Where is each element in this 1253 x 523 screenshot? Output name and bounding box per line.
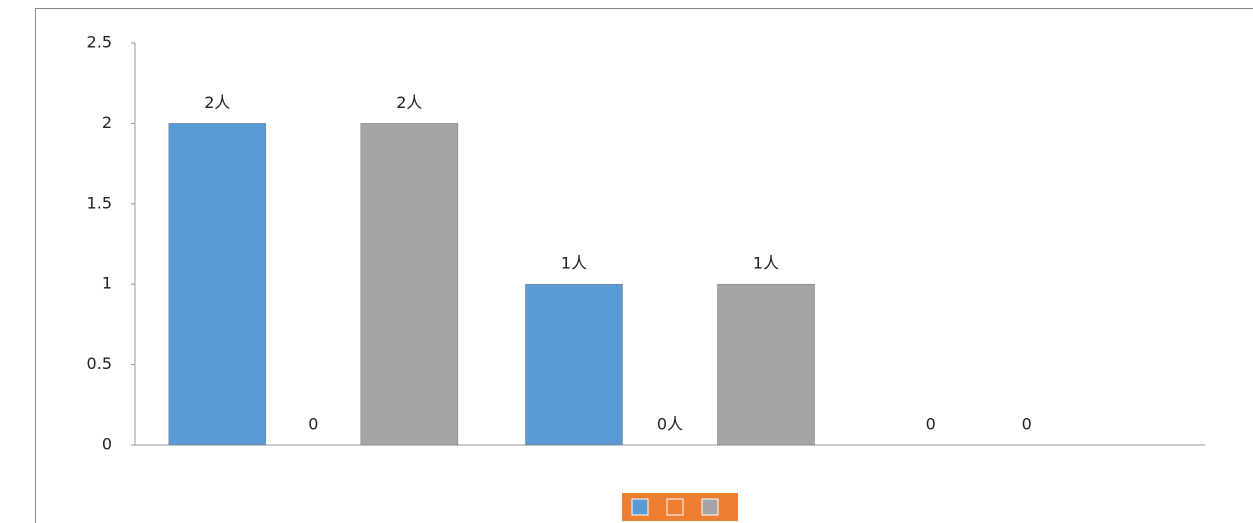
y-tick-label: 2.5 (87, 33, 112, 52)
value-label: 0 (308, 415, 318, 434)
value-label: 1人 (561, 254, 587, 273)
legend-swatch (631, 498, 649, 516)
y-tick-label: 1.5 (87, 193, 112, 212)
value-label: 2人 (396, 93, 422, 112)
y-tick-label: 0.5 (87, 354, 112, 373)
value-label: 0 (1022, 415, 1032, 434)
value-label: 1人 (753, 254, 779, 273)
bar (525, 283, 623, 446)
y-tick-label: 2 (102, 113, 112, 132)
value-label: 2人 (204, 93, 230, 112)
bar (168, 123, 267, 446)
value-label: 0人 (657, 415, 683, 434)
value-label: 0 (926, 415, 936, 434)
legend-swatch (701, 498, 719, 516)
y-tick-label: 1 (102, 274, 112, 293)
bar (717, 283, 815, 446)
y-tick-label: 0 (102, 435, 112, 454)
legend-swatch (666, 498, 684, 516)
bar (360, 123, 459, 446)
